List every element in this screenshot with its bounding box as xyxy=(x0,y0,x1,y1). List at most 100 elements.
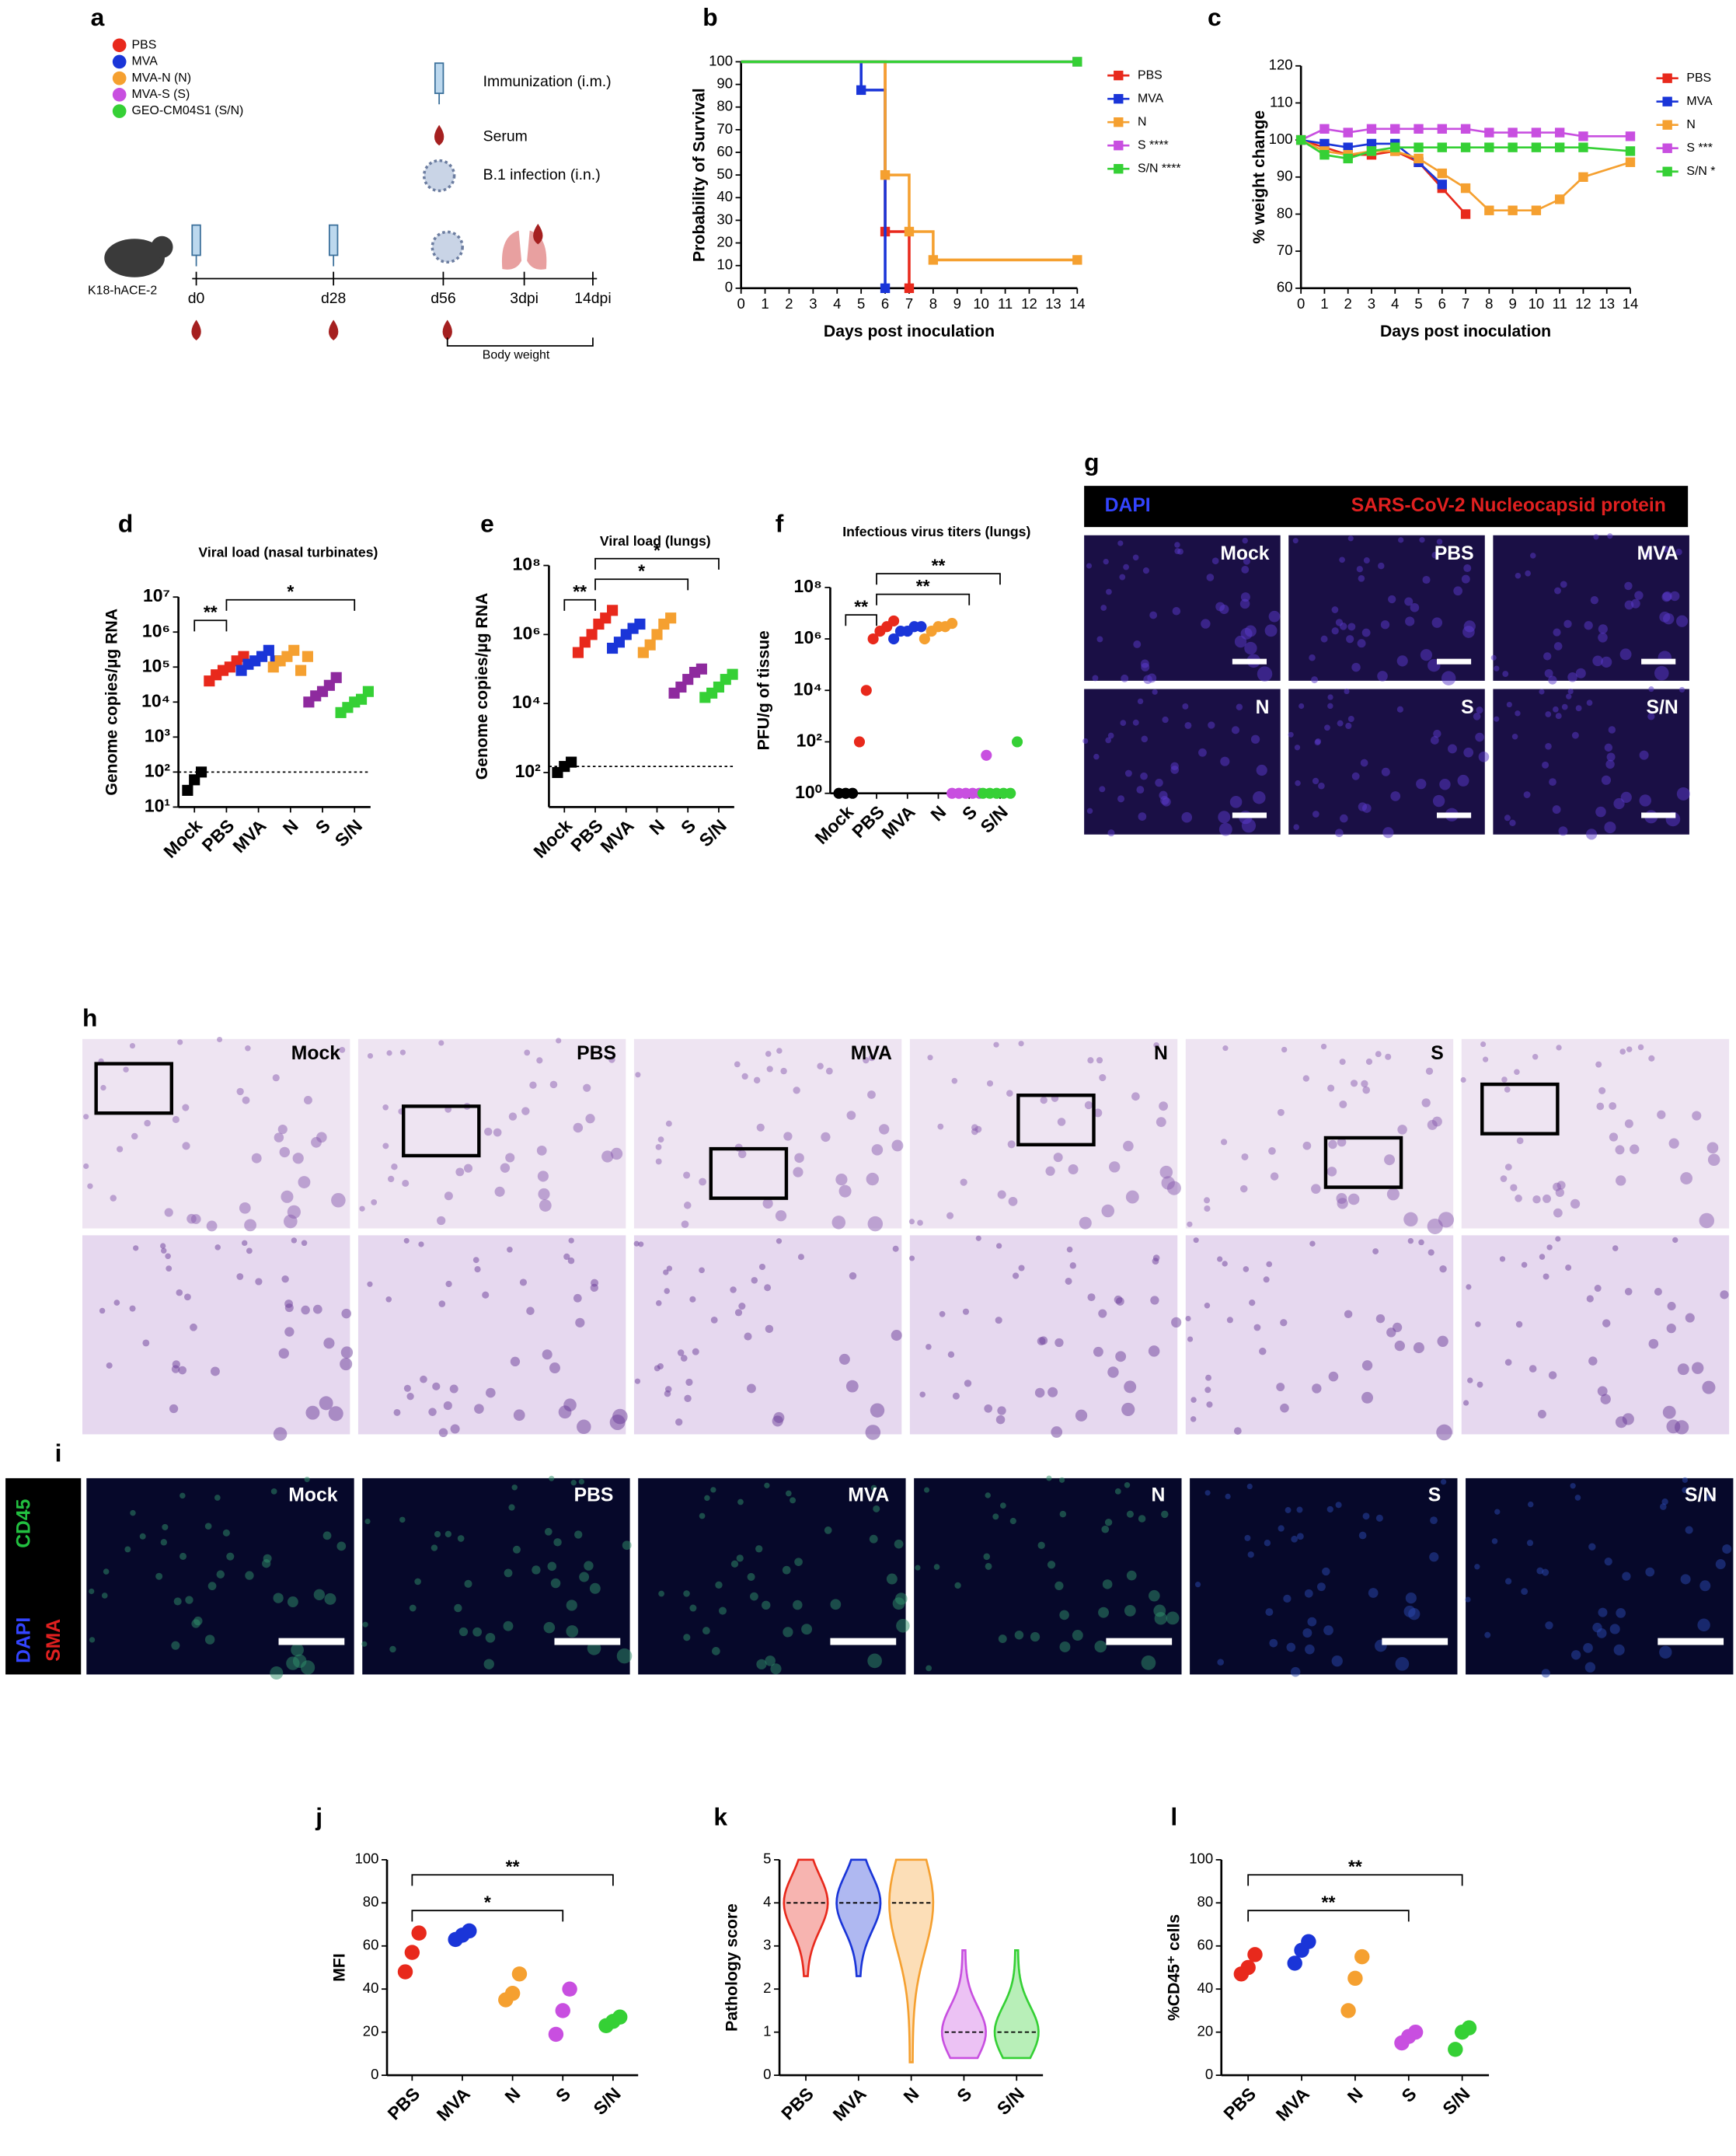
texture xyxy=(507,1246,513,1253)
texture xyxy=(1327,694,1333,700)
x-axis-label: Days post inoculation xyxy=(824,323,995,340)
texture xyxy=(993,1041,999,1048)
texture xyxy=(1560,581,1567,588)
texture xyxy=(1285,1507,1292,1513)
texture xyxy=(124,1546,131,1553)
texture xyxy=(1194,1582,1201,1588)
texture xyxy=(1256,764,1267,776)
texture xyxy=(867,1090,876,1099)
texture xyxy=(301,1305,310,1315)
texture xyxy=(1647,713,1655,720)
virus-icon xyxy=(422,159,456,193)
texture xyxy=(454,1603,462,1613)
texture xyxy=(1311,676,1319,684)
texture xyxy=(340,1357,353,1371)
texture xyxy=(1312,777,1319,785)
texture xyxy=(1597,1386,1608,1397)
y-tick-label: 10³ xyxy=(145,725,171,745)
texture xyxy=(1069,1262,1076,1269)
texture xyxy=(1475,1321,1481,1327)
legend-label: S *** xyxy=(1686,141,1713,155)
texture xyxy=(633,1240,640,1247)
texture xyxy=(1437,1335,1448,1347)
point xyxy=(1531,205,1542,215)
x-tick-label: S xyxy=(1397,2084,1420,2106)
texture xyxy=(1231,726,1240,734)
texture xyxy=(1605,759,1615,769)
x-tick-label: S/N xyxy=(695,815,730,850)
texture xyxy=(103,1568,110,1575)
texture xyxy=(304,1476,310,1483)
texture xyxy=(1654,665,1669,681)
legend-label: GEO-CM04S1 (S/N) xyxy=(132,104,244,117)
texture xyxy=(1193,1237,1199,1244)
x-tick-label: N xyxy=(899,2084,922,2107)
texture xyxy=(1250,734,1260,744)
texture xyxy=(117,1146,124,1153)
texture xyxy=(1040,1096,1048,1104)
texture xyxy=(1172,606,1181,616)
texture xyxy=(1270,1172,1279,1181)
texture xyxy=(1619,648,1632,661)
texture xyxy=(1185,1315,1191,1322)
texture xyxy=(1054,1581,1064,1590)
x-tick-label: MVA xyxy=(596,815,637,856)
texture xyxy=(1678,686,1685,693)
panel-letter: b xyxy=(702,3,717,31)
y-tick-label: 90 xyxy=(1277,168,1293,184)
x-tick-label: N xyxy=(279,815,302,839)
point xyxy=(888,633,900,645)
texture xyxy=(1407,1237,1414,1244)
texture xyxy=(1692,1362,1704,1374)
texture xyxy=(1253,790,1266,804)
texture xyxy=(399,1516,406,1523)
y-tick-label: 90 xyxy=(716,75,733,91)
point xyxy=(880,169,891,180)
point xyxy=(1301,1934,1316,1949)
point xyxy=(1460,183,1471,194)
mouse-head xyxy=(151,235,173,258)
texture xyxy=(1382,827,1394,839)
texture xyxy=(1648,686,1654,693)
texture xyxy=(1586,1295,1594,1303)
significance-label: * xyxy=(484,1892,491,1912)
x-tick-label: PBS xyxy=(1219,2084,1260,2124)
texture xyxy=(1425,1067,1434,1075)
texture xyxy=(1225,1493,1231,1500)
y-tick-label: 80 xyxy=(363,1893,379,1910)
point xyxy=(1508,127,1518,138)
legend-label: MVA-N (N) xyxy=(132,72,191,85)
texture xyxy=(954,1582,961,1589)
texture xyxy=(863,1056,870,1064)
texture xyxy=(1596,1102,1605,1111)
y-tick-label: 40 xyxy=(363,1980,379,1996)
texture xyxy=(1504,815,1511,822)
texture xyxy=(1430,1516,1438,1525)
x-tick-label: N xyxy=(500,2084,524,2107)
point xyxy=(644,639,656,651)
texture xyxy=(563,1253,570,1261)
texture xyxy=(1131,1092,1140,1101)
texture xyxy=(683,1171,691,1179)
texture xyxy=(1057,1118,1066,1126)
texture xyxy=(1381,767,1390,776)
texture xyxy=(1054,1338,1064,1348)
texture xyxy=(1515,710,1521,717)
texture xyxy=(1692,1111,1702,1121)
violin xyxy=(888,1858,935,2064)
point xyxy=(856,85,866,96)
texture xyxy=(1000,1502,1006,1509)
texture xyxy=(182,1104,190,1111)
y-tick-label: 100 xyxy=(355,1851,379,1867)
significance-label: * xyxy=(638,560,645,581)
texture xyxy=(340,1346,354,1359)
y-tick-label: 0 xyxy=(371,2066,378,2082)
texture xyxy=(1099,786,1106,793)
texture xyxy=(1124,1380,1137,1394)
chart-title: Infectious virus titers (lungs) xyxy=(842,524,1030,539)
texture xyxy=(1431,1116,1442,1127)
texture xyxy=(1431,552,1438,559)
texture xyxy=(371,1199,378,1205)
texture xyxy=(1504,1578,1512,1585)
texture xyxy=(1598,1607,1608,1617)
